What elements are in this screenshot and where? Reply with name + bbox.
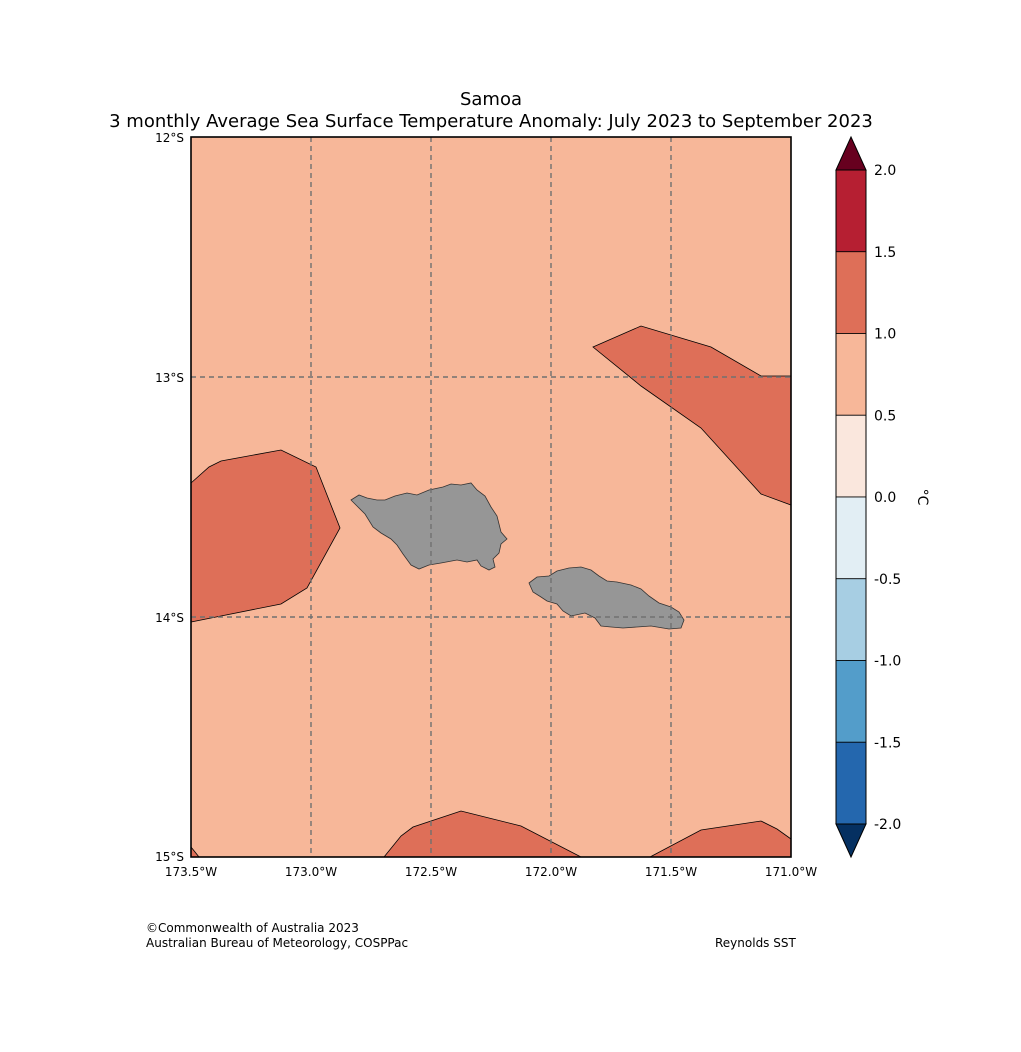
lat-label: 14°S [155, 611, 184, 625]
colorbar-bin [835, 414, 867, 498]
colorbar-tick-label: -0.5 [874, 572, 901, 588]
colorbar-tick-label: 0.0 [874, 490, 896, 506]
lon-label: 171.5°W [645, 865, 697, 879]
colorbar-tick-label: 2.0 [874, 163, 896, 179]
source-text: Reynolds SST [715, 936, 796, 950]
colorbar-bin [835, 251, 867, 334]
map-frame [190, 136, 792, 858]
colorbar-tick-label: 0.5 [874, 408, 896, 424]
colorbar-bin [835, 333, 867, 416]
colorbar-tick-label: -1.0 [874, 654, 901, 670]
lon-label: 172.5°W [405, 865, 457, 879]
colorbar-unit-label: °C [914, 489, 930, 506]
colorbar-tick-label: 1.0 [874, 327, 896, 343]
colorbar-extend-bottom [835, 823, 867, 859]
lat-label: 15°S [155, 850, 184, 864]
credits-block: ©Commonwealth of Australia 2023 Australi… [146, 921, 408, 951]
lat-label: 12°S [155, 131, 184, 145]
colorbar-bin [835, 741, 867, 825]
colorbar-tick-label: -1.5 [874, 735, 901, 751]
savaii-island [350, 482, 508, 571]
lon-label: 171.0°W [765, 865, 817, 879]
anomaly-patch-west [190, 449, 341, 623]
colorbar: 2.0 1.5 1.0 0.5 0.0 -0.5 -1.0 -1.5 -2.0 °C [835, 135, 930, 859]
map-title: Samoa [460, 89, 522, 110]
lon-label: 172.0°W [525, 865, 577, 879]
colorbar-frame [835, 169, 867, 825]
upolu-island [528, 566, 685, 630]
colorbar-tick-label: 1.5 [874, 245, 896, 261]
map-area [190, 136, 792, 858]
gridlines [191, 137, 791, 857]
agency-text: Australian Bureau of Meteorology, COSPPa… [146, 936, 409, 950]
colorbar-bin [835, 496, 867, 580]
colorbar-tick-label: -2.0 [874, 817, 901, 833]
copyright-text: ©Commonwealth of Australia 2023 [146, 921, 359, 935]
lon-label: 173.5°W [165, 865, 217, 879]
colorbar-extend-top [835, 135, 867, 171]
map-subtitle: 3 monthly Average Sea Surface Temperatur… [109, 111, 873, 132]
colorbar-bin [835, 578, 867, 661]
lat-label: 13°S [155, 371, 184, 385]
lon-label: 173.0°W [285, 865, 337, 879]
colorbar-bin [835, 660, 867, 743]
colorbar-bin [835, 169, 867, 253]
